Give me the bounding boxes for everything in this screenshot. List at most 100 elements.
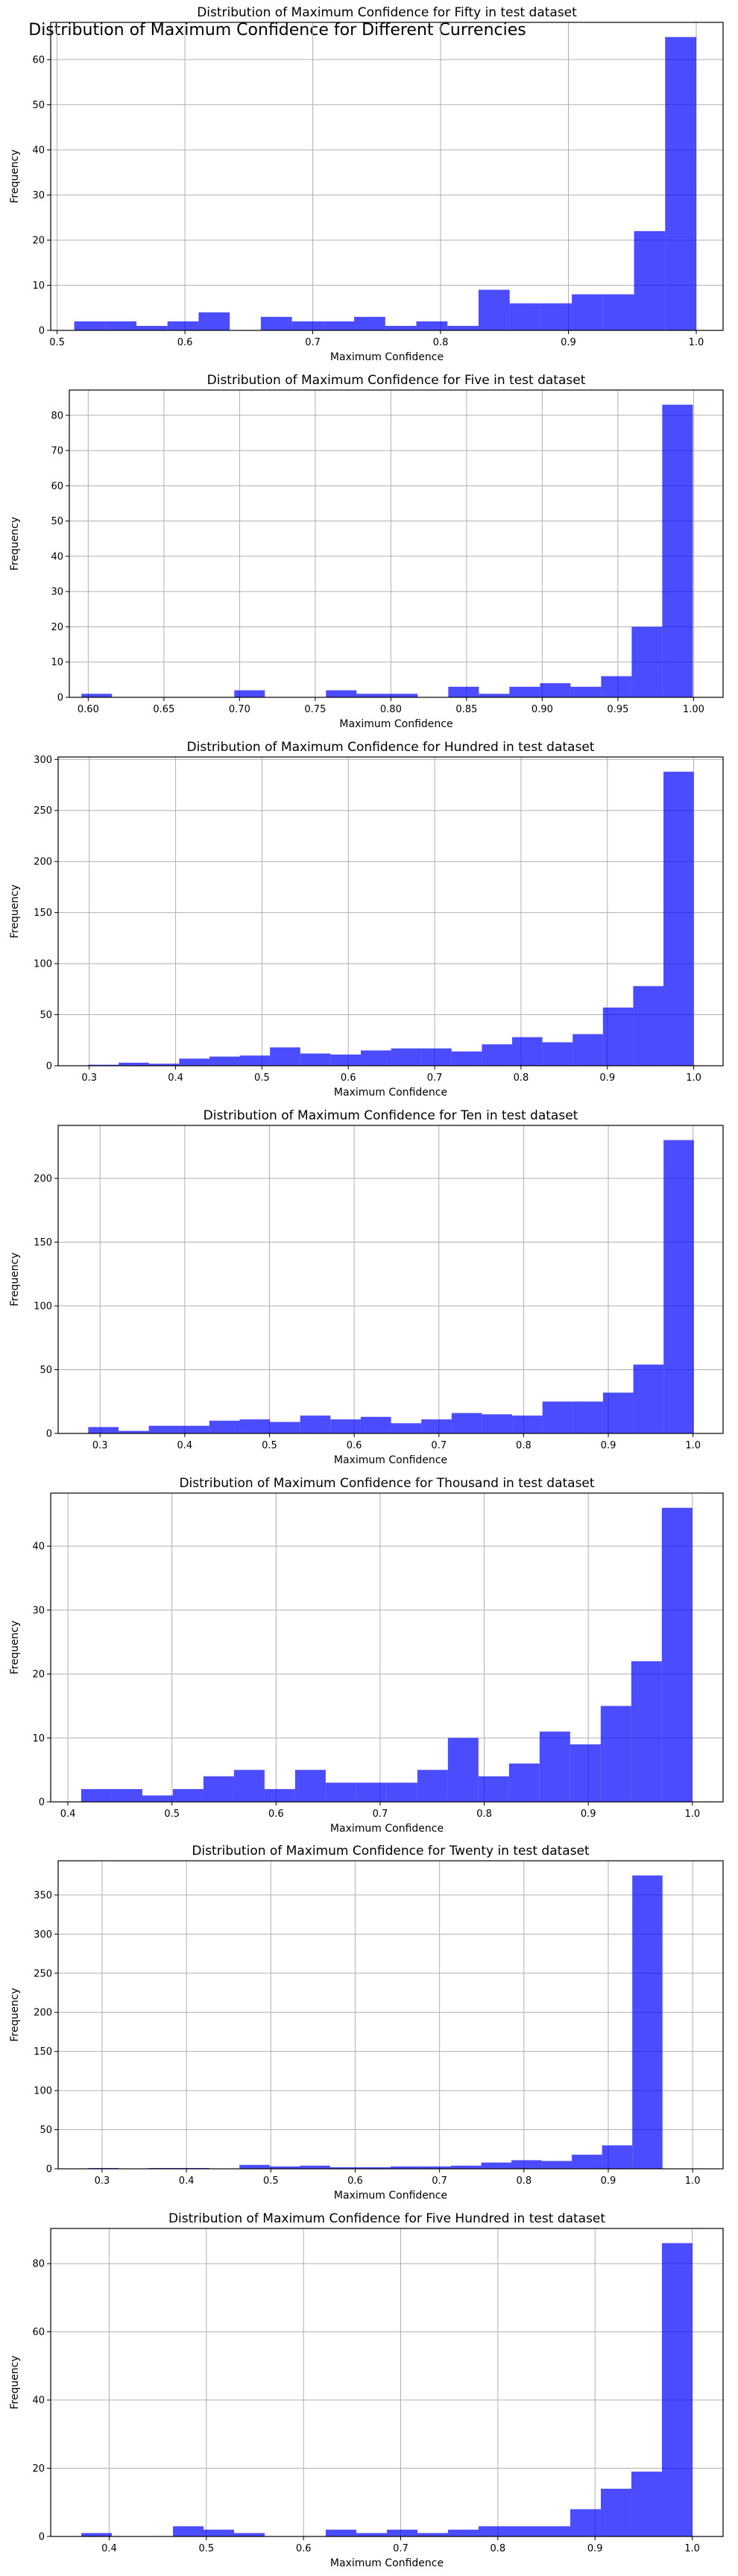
histogram-bar xyxy=(633,986,664,1066)
histogram-bar xyxy=(665,37,696,331)
histogram-bar xyxy=(570,2509,601,2536)
x-axis-label: Maximum Confidence xyxy=(339,718,452,730)
histogram-bar xyxy=(330,1419,361,1433)
histogram-bar xyxy=(572,2155,602,2169)
histogram-bar xyxy=(448,686,479,697)
histogram-bar xyxy=(386,1782,417,1802)
y-tick-label: 60 xyxy=(32,54,45,66)
histogram-bar xyxy=(508,2526,540,2536)
x-tick-label: 0.9 xyxy=(561,337,576,348)
histogram-bar xyxy=(326,2529,357,2536)
histogram-bar xyxy=(447,325,479,330)
x-tick-label: 0.4 xyxy=(177,1440,193,1451)
axes-frame xyxy=(57,756,724,1066)
x-tick-label: 0.7 xyxy=(305,337,321,348)
histogram-bar xyxy=(511,1037,543,1066)
histogram-bar xyxy=(198,312,230,330)
histogram-bar xyxy=(633,1364,664,1433)
y-tick-label: 30 xyxy=(51,587,63,598)
y-axis-label: Frequency xyxy=(9,2355,21,2409)
x-tick-label: 0.5 xyxy=(262,1440,277,1451)
axes-frame xyxy=(50,1492,724,1803)
x-tick-label: 0.5 xyxy=(164,1809,180,1820)
chart-title: Distribution of Maximum Confidence for H… xyxy=(187,740,595,755)
histogram-bar xyxy=(330,1054,361,1066)
y-tick-label: 20 xyxy=(32,235,45,246)
histogram-bar xyxy=(356,2533,387,2536)
histogram-bar xyxy=(323,321,355,330)
x-axis-label: Maximum Confidence xyxy=(334,2190,447,2202)
histogram-bar xyxy=(260,316,292,330)
histogram-bar xyxy=(662,404,693,697)
x-tick-label: 0.5 xyxy=(198,2543,214,2554)
y-tick-label: 0 xyxy=(46,1429,52,1440)
axes-frame xyxy=(57,1125,724,1434)
histogram-bar xyxy=(417,2533,448,2536)
x-tick-label: 0.5 xyxy=(263,2176,279,2187)
histogram-panel: 0.3 0.4 0.5 0.6 0.7 0.8 0.9 1.0 0 50 100 150 200 250 3… xyxy=(9,740,724,1099)
histogram-bar xyxy=(239,1419,271,1433)
histogram-bar xyxy=(479,694,510,697)
histogram-bar xyxy=(632,1875,663,2169)
histogram-bar xyxy=(447,1738,479,1802)
histogram-bar xyxy=(81,1788,112,1802)
histogram-bar xyxy=(300,1053,331,1066)
x-tick-label: 0.95 xyxy=(607,704,628,715)
histogram-bar xyxy=(269,2166,300,2169)
x-tick-label: 1.0 xyxy=(685,2176,701,2187)
histogram-bar xyxy=(450,2165,482,2169)
x-axis-label: Maximum Confidence xyxy=(334,1454,447,1466)
histogram-panel: 0.60 0.65 0.70 0.75 0.80 0.85 0.90 0.95 1.00 0 10 2… xyxy=(9,373,724,730)
histogram-bar xyxy=(542,1401,573,1433)
x-tick-label: 0.7 xyxy=(393,2543,409,2554)
histogram-bar xyxy=(234,690,265,697)
x-tick-label: 0.8 xyxy=(476,1809,492,1820)
x-tick-label: 0.3 xyxy=(81,1072,97,1084)
histogram-bar xyxy=(74,321,106,330)
histogram-bar xyxy=(360,2167,391,2169)
histogram-bar xyxy=(385,325,417,330)
y-tick-label: 300 xyxy=(34,755,52,766)
histogram-bar xyxy=(387,694,418,697)
y-axis-label: Frequency xyxy=(9,149,21,203)
histogram-bar xyxy=(325,1782,356,1802)
histogram-bar xyxy=(508,1763,540,1802)
histogram-bar xyxy=(329,2167,361,2169)
x-tick-label: 0.70 xyxy=(229,704,250,715)
y-axis-label: Frequency xyxy=(9,1252,21,1306)
histogram-panel: 0.3 0.4 0.5 0.6 0.7 0.8 0.9 1.0 0 50 100 150 200 Dist… xyxy=(9,1108,724,1466)
histogram-bar xyxy=(420,2166,451,2169)
y-tick-label: 100 xyxy=(34,2086,52,2097)
axes-frame xyxy=(57,1860,724,2170)
y-tick-label: 20 xyxy=(32,2463,45,2475)
y-tick-label: 200 xyxy=(34,1173,52,1184)
x-tick-label: 0.6 xyxy=(341,1072,356,1084)
histogram-bar xyxy=(209,1420,240,1433)
histogram-bar xyxy=(291,321,324,330)
x-tick-label: 0.8 xyxy=(516,1440,532,1451)
histogram-bar xyxy=(81,2533,113,2536)
y-tick-label: 250 xyxy=(34,805,52,817)
y-tick-label: 0 xyxy=(39,1797,45,1809)
x-tick-label: 0.8 xyxy=(491,2543,506,2554)
x-tick-label: 0.75 xyxy=(304,704,326,715)
x-axis-label: Maximum Confidence xyxy=(334,1087,447,1099)
histogram-bar xyxy=(661,2243,693,2536)
histogram-bar xyxy=(631,1661,662,1802)
y-tick-label: 100 xyxy=(34,959,52,970)
histogram-bar xyxy=(88,1427,119,1433)
y-axis-label: Frequency xyxy=(9,517,21,571)
x-tick-label: 0.8 xyxy=(514,1072,529,1084)
chart-title: Distribution of Maximum Confidence for F… xyxy=(207,373,586,388)
histogram-bar xyxy=(416,321,448,330)
histogram-bar xyxy=(482,1414,513,1433)
histogram-bar xyxy=(600,1706,631,1802)
chart-title: Distribution of Maximum Confidence for T… xyxy=(179,1476,594,1491)
y-tick-label: 0 xyxy=(46,2164,52,2176)
histogram-bar xyxy=(421,1419,452,1433)
x-tick-label: 0.90 xyxy=(532,704,553,715)
histogram-bar xyxy=(634,230,666,330)
histogram-bar xyxy=(360,1416,391,1433)
histogram-bar xyxy=(119,1062,149,1066)
histogram-bar xyxy=(203,1776,234,1802)
